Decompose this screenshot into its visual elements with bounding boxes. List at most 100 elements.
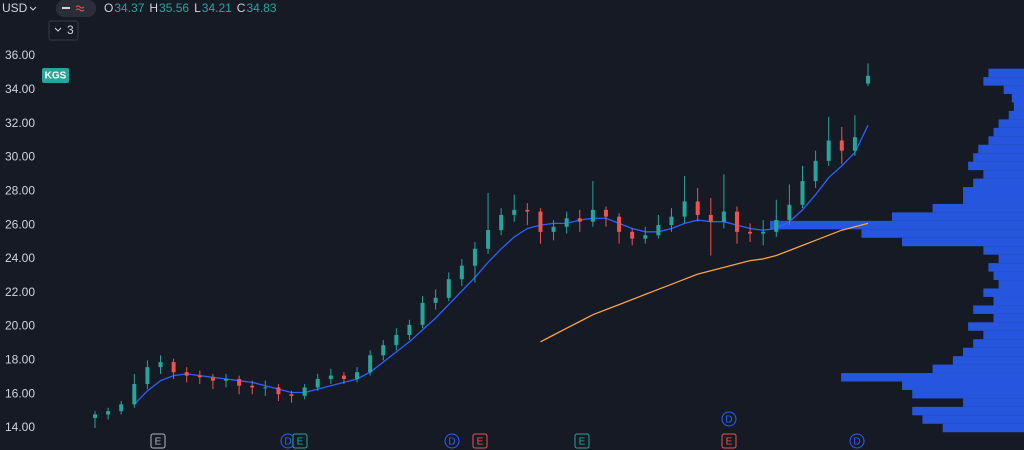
candle-body xyxy=(119,404,124,412)
profile-bar xyxy=(973,305,1024,314)
candle-body xyxy=(525,209,530,212)
event-label: E xyxy=(477,437,484,448)
candle-body xyxy=(289,394,294,396)
candle-body xyxy=(184,372,189,376)
y-tick-label: 32.00 xyxy=(5,116,35,130)
candle-body xyxy=(224,378,229,381)
toggle-pill[interactable] xyxy=(56,0,96,17)
candle-body xyxy=(355,372,360,379)
candle-body xyxy=(708,214,713,222)
candle-body xyxy=(512,209,517,215)
candle-body xyxy=(538,211,543,232)
profile-bar xyxy=(912,406,1024,416)
event-label: E xyxy=(579,437,586,448)
profile-bar xyxy=(983,330,1024,340)
profile-bar xyxy=(988,68,1024,78)
profile-bar xyxy=(998,254,1024,264)
event-marker xyxy=(444,433,460,449)
candle-body xyxy=(774,220,779,232)
profile-bar xyxy=(973,153,1024,162)
event-marker xyxy=(292,433,308,449)
candle-body xyxy=(250,385,255,388)
y-tick-label: 34.00 xyxy=(5,82,35,96)
candle-body xyxy=(472,248,477,266)
profile-bar xyxy=(770,220,1024,230)
profile-bar xyxy=(993,313,1024,323)
profile-bar xyxy=(998,280,1024,289)
candle-body xyxy=(866,75,870,84)
candle-body xyxy=(564,218,569,227)
candle-body xyxy=(446,279,451,298)
ohlc-value: 34.83 xyxy=(246,1,276,15)
y-tick-label: 36.00 xyxy=(5,48,35,62)
y-tick-label: 14.00 xyxy=(5,420,35,434)
y-tick-label: 18.00 xyxy=(5,353,35,367)
y-tick-label: 16.00 xyxy=(5,386,35,400)
profile-bar xyxy=(978,144,1024,154)
candle-body xyxy=(787,204,792,221)
candle-body xyxy=(368,355,373,373)
profile-bar xyxy=(988,136,1024,145)
candle-body xyxy=(420,302,425,325)
event-label: D xyxy=(725,415,732,426)
profile-bar xyxy=(891,212,1024,221)
indicator-count: 3 xyxy=(67,23,74,37)
candle-body xyxy=(486,230,491,249)
profile-bar xyxy=(932,203,1024,213)
chevron xyxy=(29,6,37,11)
candle-body xyxy=(826,140,831,161)
ohlc-letter: H xyxy=(149,1,158,15)
candle-body xyxy=(341,375,346,379)
profile-bar xyxy=(963,195,1024,204)
candle-body xyxy=(695,201,700,215)
profile-bar xyxy=(988,263,1024,272)
profile-bar xyxy=(902,381,1024,390)
ohlc-letter: L xyxy=(194,1,201,15)
candle-body xyxy=(394,335,399,346)
ohlc-letter: C xyxy=(237,1,246,15)
candle-body xyxy=(302,387,307,396)
profile-bar xyxy=(993,271,1024,281)
profile-bar xyxy=(1013,102,1024,111)
candle-body xyxy=(158,362,163,368)
candle-body xyxy=(852,137,857,151)
candle-body xyxy=(800,181,805,205)
profile-bar xyxy=(1003,85,1024,95)
profile-bar xyxy=(932,364,1024,374)
ohlc-value: 35.56 xyxy=(159,1,189,15)
ohlc-value: 34.37 xyxy=(114,1,144,15)
candle-body xyxy=(499,214,504,231)
profile-bar xyxy=(983,77,1024,86)
profile-bar xyxy=(963,398,1024,407)
candle-body xyxy=(171,362,176,373)
candle-body xyxy=(93,414,97,418)
candle-body xyxy=(682,201,687,217)
profile-bar xyxy=(861,229,1024,238)
candle-body xyxy=(590,209,595,222)
profile-bar xyxy=(983,246,1024,255)
profile-bar xyxy=(963,347,1024,357)
y-tick-label: 24.00 xyxy=(5,251,35,265)
candle-body xyxy=(630,231,635,239)
event-marker xyxy=(721,433,737,449)
event-label: E xyxy=(155,437,162,448)
candle-body xyxy=(263,387,268,389)
candle-body xyxy=(328,375,333,379)
y-tick-label: 26.00 xyxy=(5,217,35,231)
y-tick-label: 30.00 xyxy=(5,150,35,164)
event-marker xyxy=(574,433,590,449)
currency[interactable]: USD xyxy=(2,1,28,15)
candle-body xyxy=(669,216,674,226)
profile-bar xyxy=(1011,94,1024,103)
ohlc-value: 34.21 xyxy=(202,1,232,15)
indicator-toggle[interactable] xyxy=(48,20,79,41)
profile-bar xyxy=(983,170,1024,179)
profile-bar xyxy=(968,161,1024,171)
candle-body xyxy=(197,375,202,378)
profile-bar xyxy=(973,178,1024,188)
profile-bar xyxy=(993,127,1024,137)
symbol-badge xyxy=(42,68,69,83)
event-marker xyxy=(150,433,166,449)
moving-average xyxy=(540,222,869,343)
